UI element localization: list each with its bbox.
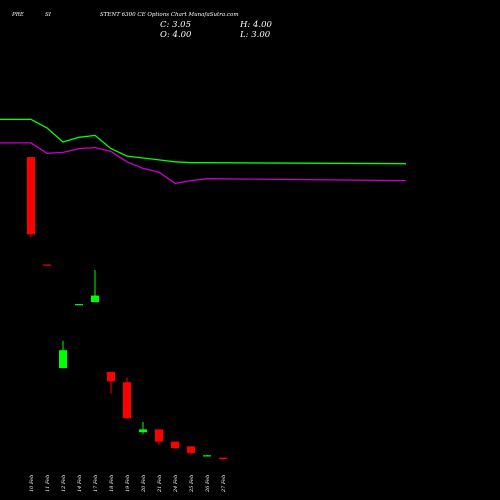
- candle-2: [43, 264, 51, 266]
- candle-3: [59, 340, 67, 369]
- candle-body: [43, 264, 51, 266]
- moving-averages: [0, 118, 407, 185]
- candle-body: [171, 441, 179, 449]
- candle-11: [187, 446, 195, 455]
- x-tick-label: 19 Feb: [125, 475, 131, 492]
- candle-body: [27, 157, 35, 235]
- candle-8: [139, 421, 147, 435]
- candle-body: [91, 295, 99, 303]
- x-tick-label: 18 Feb: [109, 475, 115, 492]
- candle-4: [75, 304, 83, 306]
- close-value: C: 3.05: [160, 20, 191, 30]
- x-tick-label: 21 Feb: [157, 475, 163, 493]
- candle-body: [155, 429, 163, 442]
- x-tick-label: 11 Feb: [45, 475, 51, 492]
- candle-7: [123, 377, 131, 420]
- moving-average-line-1: [0, 118, 407, 165]
- x-tick-label: 17 Feb: [93, 475, 99, 492]
- x-tick-label: 27 Feb: [221, 475, 227, 493]
- symbol-label: PRE: [11, 12, 24, 18]
- x-tick-label: 20 Feb: [141, 475, 147, 493]
- low-value: L: 3.00: [239, 30, 271, 40]
- candle-body: [219, 457, 227, 460]
- candle-12: [203, 454, 211, 457]
- candle-1: [27, 157, 35, 238]
- x-tick-label: 26 Feb: [205, 475, 211, 493]
- x-axis: 10 Feb 11 Feb 12 Feb 14 Feb 17 Feb 18 Feb 19 F…: [29, 475, 227, 493]
- candle-body: [75, 304, 83, 306]
- candle-body: [107, 371, 115, 382]
- candle-13: [219, 457, 227, 460]
- moving-average-line-2: [0, 142, 407, 185]
- exchange-label: SI: [45, 12, 52, 18]
- candle-10: [171, 441, 179, 450]
- x-tick-label: 25 Feb: [189, 475, 195, 493]
- x-tick-label: 10 Feb: [29, 475, 35, 492]
- candles: [27, 157, 227, 460]
- chart-title: STENT 6300 CE Options Chart MunafaSutra.…: [100, 12, 239, 18]
- high-value: H: 4.00: [239, 20, 272, 30]
- candle-body: [139, 429, 147, 433]
- candle-5: [91, 270, 99, 303]
- candle-body: [187, 446, 195, 453]
- x-tick-label: 24 Feb: [173, 475, 179, 493]
- open-value: O: 4.00: [160, 30, 192, 40]
- candle-6: [107, 371, 115, 394]
- candle-body: [203, 455, 211, 457]
- candle-body: [123, 382, 131, 419]
- candle-body: [59, 350, 67, 369]
- chart-header: PRE SI STENT 6300 CE Options Chart Munaf…: [11, 12, 272, 40]
- candle-9: [155, 429, 163, 445]
- x-tick-label: 12 Feb: [61, 475, 67, 492]
- x-tick-label: 14 Feb: [77, 475, 83, 492]
